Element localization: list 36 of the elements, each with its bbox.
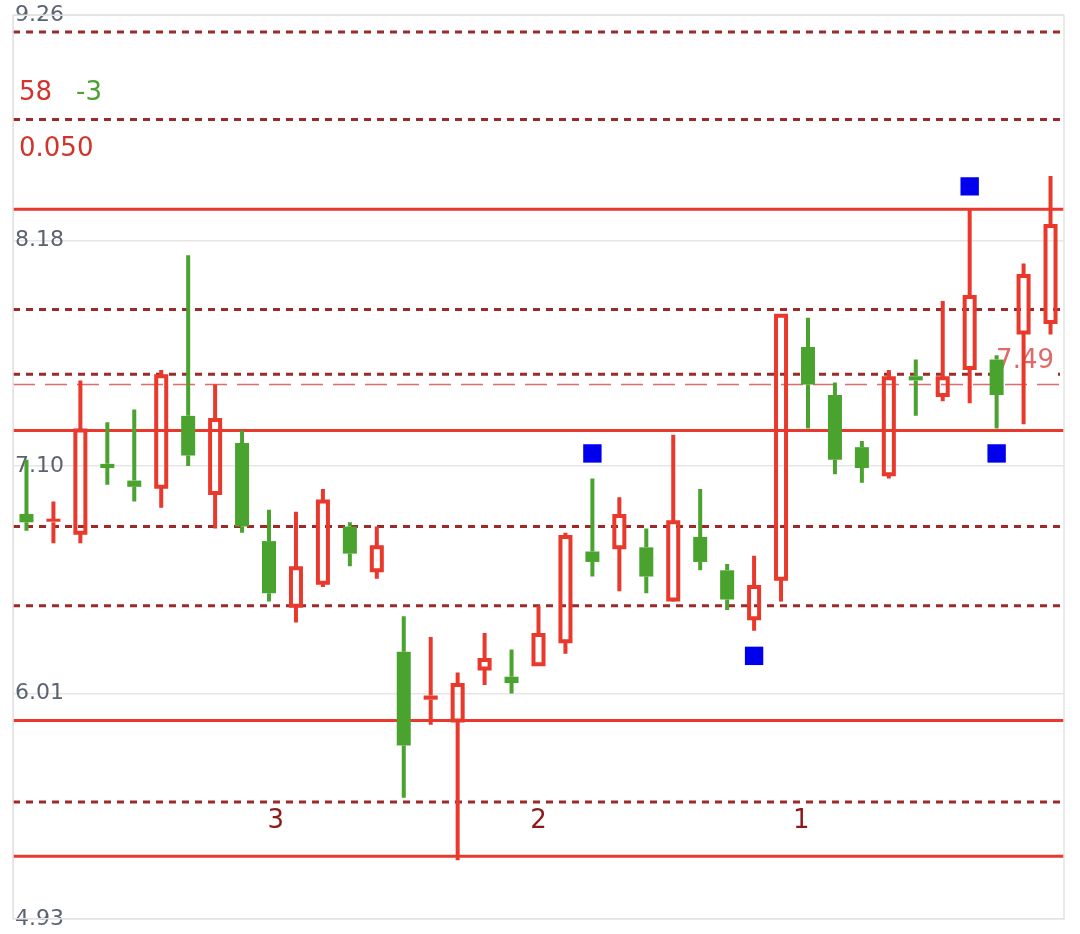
candlestick bbox=[100, 422, 115, 485]
candlestick bbox=[800, 317, 815, 429]
candlestick bbox=[854, 440, 869, 483]
point bbox=[583, 444, 602, 463]
annotation: 2 bbox=[530, 803, 547, 834]
point bbox=[987, 444, 1006, 463]
annotation: 0.050 bbox=[19, 131, 94, 162]
candlestick bbox=[747, 555, 762, 631]
point bbox=[960, 177, 979, 196]
candlestick bbox=[720, 564, 735, 610]
candlestick bbox=[288, 511, 303, 623]
annotation: -3 bbox=[76, 75, 103, 106]
candlestick bbox=[127, 409, 142, 502]
candlestick bbox=[666, 434, 681, 602]
candlestick bbox=[908, 359, 923, 416]
annotation: 58 bbox=[19, 75, 53, 106]
candlestick bbox=[181, 255, 196, 466]
y-tick-label: 8.18 bbox=[15, 226, 64, 252]
candlestick bbox=[477, 632, 492, 686]
candlestick bbox=[827, 382, 842, 475]
y-tick-label: 6.01 bbox=[15, 679, 64, 705]
candlestick bbox=[46, 501, 61, 544]
candlestick bbox=[342, 522, 357, 567]
candlestick bbox=[935, 301, 950, 402]
candlestick bbox=[504, 649, 519, 694]
candlestick bbox=[639, 528, 654, 594]
candlestick bbox=[369, 526, 384, 579]
candlestick bbox=[585, 478, 600, 577]
candlestick bbox=[235, 430, 250, 533]
annotation: 1 bbox=[792, 803, 810, 834]
candlestick bbox=[612, 497, 627, 592]
candlestick bbox=[396, 616, 411, 798]
point bbox=[744, 646, 764, 666]
candlestick bbox=[693, 488, 708, 571]
candlestick bbox=[262, 509, 277, 602]
annotation: 3 bbox=[267, 803, 285, 834]
